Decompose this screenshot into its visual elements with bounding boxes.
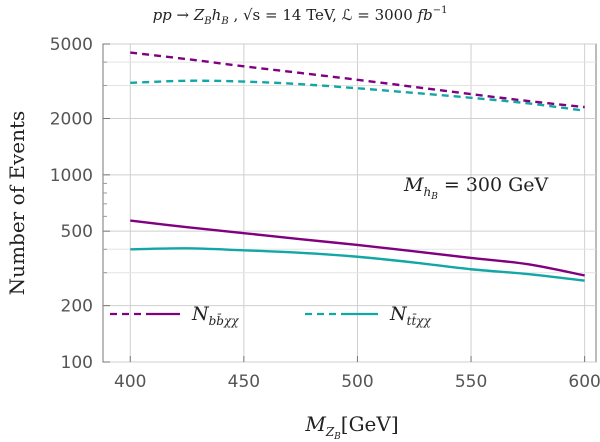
legend-t-label: Ntt̄χχ: [389, 303, 432, 328]
x-tick-label: 500: [341, 372, 373, 392]
y-tick-label: 1000: [50, 166, 93, 186]
x-tick-label: 550: [455, 372, 487, 392]
series-line-b-solid: [130, 219, 585, 277]
axis-ticks: 400 450 500 550 600 100 200 500 1000 2000 5000: [50, 35, 600, 392]
legend-entry-b: Nbb̄χχ: [110, 303, 239, 328]
legend: Nbb̄χχ Ntt̄χχ: [110, 303, 432, 328]
legend-entry-t: Ntt̄χχ: [305, 303, 432, 328]
y-tick-label: 5000: [50, 35, 93, 55]
y-axis-label: Number of Events: [5, 111, 29, 296]
x-tick-label: 400: [114, 372, 146, 392]
mass-annotation: MhB = 300 GeV: [403, 174, 549, 202]
legend-b-label: Nbb̄χχ: [191, 303, 239, 328]
y-tick-label: 2000: [50, 109, 93, 129]
series-line-b-dashed: [130, 51, 585, 109]
y-tick-label: 100: [61, 353, 93, 373]
y-tick-label: 200: [61, 297, 93, 317]
chart-title: pp → ZBhB , √s = 14 TeV, ℒ = 3000 fb−1: [153, 5, 448, 27]
x-axis-label: MZB[GeV]: [304, 412, 398, 442]
series-layer: [130, 51, 585, 282]
x-tick-label: 600: [568, 372, 600, 392]
y-tick-label: 500: [61, 222, 93, 242]
x-tick-label: 450: [228, 372, 260, 392]
series-line-t-solid: [130, 247, 585, 282]
series-line-t-dashed: [130, 79, 585, 112]
